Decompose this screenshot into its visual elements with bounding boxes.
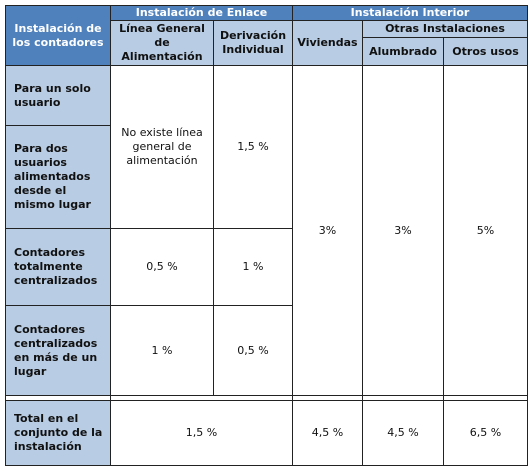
cell: 0,5 % (212, 305, 294, 396)
cell: 0,5 % (110, 228, 214, 306)
cell: No existe línea general de alimentación (110, 65, 214, 229)
cell: 6,5 % (443, 400, 529, 466)
cell: 1 % (212, 228, 294, 306)
spacer (443, 395, 529, 401)
column-header: Línea General de Alimentación (110, 20, 214, 66)
column-header: Viviendas (292, 20, 364, 66)
spacer (109, 395, 294, 401)
subgroup-header: Otras Instalaciones (362, 20, 529, 38)
corner-header: Instalación de los contadores (5, 5, 111, 66)
column-header: Alumbrado (362, 37, 445, 66)
cell: 1 % (110, 305, 214, 396)
column-header: Derivación Individual (212, 20, 294, 66)
consumption-table: Instalación de los contadores Instalació… (5, 5, 529, 466)
cell: 1,5 % (109, 400, 294, 466)
row-header: Para dos usuarios alimentados desde el m… (5, 125, 111, 229)
cell: 5% (443, 65, 529, 396)
cell: 3% (362, 65, 445, 396)
column-header: Otros usos (443, 37, 529, 66)
group-header: Instalación de Enlace (109, 5, 294, 21)
cell: 3% (292, 65, 364, 396)
row-header: Contadores totalmente centralizados (5, 228, 111, 306)
group-header: Instalación Interior (292, 5, 529, 21)
cell: 4,5 % (362, 400, 445, 466)
row-header: Total en el conjunto de la instalación (5, 400, 111, 466)
cell: 4,5 % (292, 400, 364, 466)
cell: 1,5 % (212, 65, 294, 229)
row-header: Contadores centralizados en más de un lu… (5, 305, 111, 396)
row-header: Para un solo usuario (5, 65, 111, 126)
